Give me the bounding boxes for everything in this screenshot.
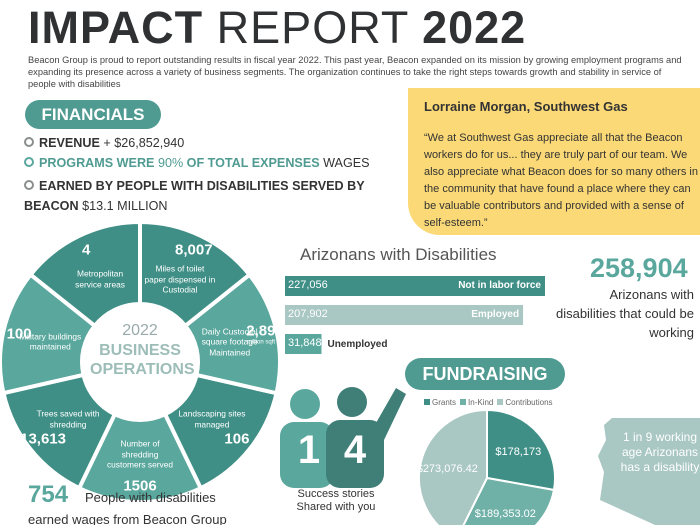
operations-segment xyxy=(76,411,204,504)
legend-swatch xyxy=(460,399,467,405)
operations-year: 2022 xyxy=(122,322,158,339)
fundraising-heading: FUNDRAISING xyxy=(405,358,565,390)
bar xyxy=(285,276,545,296)
bar-category: Not in labor force xyxy=(458,280,541,291)
title: IMPACT REPORT 2022 xyxy=(28,2,527,53)
quote-author: Lorraine Morgan, Southwest Gas xyxy=(424,99,628,114)
intro: Beacon Group is proud to report outstand… xyxy=(28,55,682,89)
operations-title: BUSINESS OPERATIONS xyxy=(90,342,195,378)
operations-segment xyxy=(0,271,98,396)
segment-text: Miles of toilet paper dispensed in Custo… xyxy=(144,263,216,295)
segment-number: 4 xyxy=(82,242,90,259)
digit: 4 xyxy=(343,428,367,472)
operations-center xyxy=(84,306,196,418)
segment-number-text: 106 xyxy=(224,430,250,448)
programs: PROGRAMS WERE 90% OF TOTAL EXPENSES WAGE… xyxy=(24,156,370,170)
pie-label: $178,173 xyxy=(495,445,542,458)
person-body xyxy=(326,420,384,488)
segment-unit: million sqft xyxy=(246,339,276,346)
person-arm xyxy=(372,388,406,440)
digit: 1 xyxy=(297,428,321,472)
bar xyxy=(285,334,322,354)
stat-text: Arizonans with disabilities that could b… xyxy=(555,287,694,340)
map-text: 1 in 9 working age Arizonans has a disab… xyxy=(620,430,700,474)
quote-text: “We at Southwest Gas appreciate all that… xyxy=(424,132,698,229)
segment-text: Military buildings maintained xyxy=(19,331,82,352)
segment-number: 2,89 million sqft xyxy=(246,323,275,346)
disabilities-title: Arizonans with Disabilities xyxy=(300,245,497,264)
operations-segment xyxy=(1,372,118,491)
legend-label: Contributions xyxy=(505,398,553,407)
pie-slice xyxy=(486,408,556,492)
revenue: REVENUE + $26,852,940 xyxy=(24,136,184,150)
legend: Grants In-Kind Contributions xyxy=(420,398,553,407)
pie-label: $189,353.02 xyxy=(474,508,536,521)
bar-value: 31,848 xyxy=(288,337,322,349)
segment-number: 106 xyxy=(224,431,249,448)
segment-text: Metropolitan service areas xyxy=(75,268,125,290)
segment-text: Landscaping sites managed xyxy=(178,408,246,430)
bar-value: 227,056 xyxy=(288,279,328,291)
legend-label: Grants xyxy=(432,398,457,407)
segment-number-text: 13,613 xyxy=(20,430,66,448)
operations-segment xyxy=(138,219,253,329)
pie-slice xyxy=(462,476,556,525)
segment-number-text: 4 xyxy=(82,241,91,259)
wages-number: 754 xyxy=(28,481,69,508)
success-text: Success stories Shared with you xyxy=(296,488,376,513)
person-head xyxy=(290,389,320,419)
legend-swatch xyxy=(497,399,504,405)
wages-text: earned wages from Beacon Group xyxy=(28,512,227,525)
person-head xyxy=(337,387,367,417)
segment-number: 1506 xyxy=(123,478,156,495)
bar xyxy=(285,305,524,325)
segment-number: 13,613 xyxy=(20,431,66,448)
quote-box xyxy=(408,88,700,235)
earned: EARNED BY PEOPLE WITH DISABILITIES SERVE… xyxy=(24,179,365,213)
bar-value: 207,902 xyxy=(288,308,328,320)
bar-category: Unemployed xyxy=(327,339,388,350)
segment-number-text: 2,89 xyxy=(246,322,276,340)
segment-number: 8,007 xyxy=(175,242,213,259)
segment-text: Trees saved with shredding xyxy=(36,408,100,430)
person-body xyxy=(280,422,334,488)
pie-label: $273,076.42 xyxy=(416,462,478,475)
bar-category: Employed xyxy=(471,309,520,320)
segment-number-text: 100 xyxy=(6,325,32,343)
segment-text: Daily Custodial square footage Maintaine… xyxy=(201,325,258,357)
operations-segment xyxy=(182,271,282,396)
financials-heading: FINANCIALS xyxy=(25,100,161,129)
operations-segment xyxy=(162,372,279,491)
segment-number-text: 8,007 xyxy=(175,241,213,259)
pie-slice xyxy=(418,408,488,525)
segment-number-text: 1506 xyxy=(123,477,157,495)
stat-number: 258,904 xyxy=(590,253,688,283)
legend-label: In-Kind xyxy=(468,398,494,407)
segment-number: 100 xyxy=(7,326,32,343)
wages-text: People with disabilities xyxy=(85,490,216,505)
legend-swatch xyxy=(424,399,430,405)
arizona-map xyxy=(598,418,700,525)
segment-text: Number of shredding customers served xyxy=(106,438,174,470)
